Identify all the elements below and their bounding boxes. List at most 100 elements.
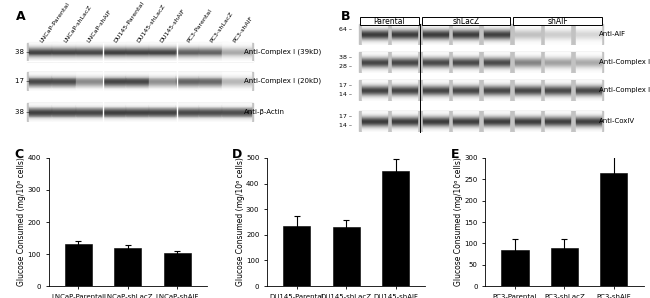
Bar <box>545 119 570 120</box>
Bar <box>454 126 478 127</box>
Bar <box>53 116 81 117</box>
Bar <box>393 84 417 85</box>
Bar <box>576 54 601 55</box>
Bar <box>176 55 204 56</box>
Bar <box>423 60 448 61</box>
Bar <box>149 84 177 85</box>
Bar <box>545 56 570 57</box>
Bar <box>361 24 387 25</box>
Bar <box>53 103 81 104</box>
Bar <box>199 75 228 77</box>
Bar <box>199 103 228 104</box>
Bar <box>361 62 387 63</box>
Bar <box>484 81 509 82</box>
Bar <box>454 33 478 34</box>
Bar <box>222 73 251 74</box>
Bar <box>576 30 601 31</box>
Bar <box>361 52 387 53</box>
Bar <box>454 125 478 126</box>
Bar <box>361 95 387 96</box>
Bar <box>53 83 81 84</box>
Bar <box>222 109 251 110</box>
Bar <box>393 68 417 69</box>
Bar <box>222 48 251 49</box>
Bar <box>545 65 570 66</box>
Bar <box>176 72 204 73</box>
Bar <box>545 68 570 69</box>
Bar <box>515 43 540 44</box>
Bar <box>393 36 417 37</box>
Bar <box>576 42 601 43</box>
Bar <box>454 28 478 29</box>
Bar <box>545 57 570 58</box>
Text: Anti-Complex I (39kD): Anti-Complex I (39kD) <box>599 59 650 66</box>
Bar <box>149 89 177 90</box>
Bar <box>149 45 177 46</box>
Bar <box>222 54 251 55</box>
Bar <box>484 91 509 92</box>
Bar <box>149 113 177 114</box>
Bar <box>514 17 602 25</box>
Bar <box>222 45 251 46</box>
Bar <box>361 99 387 100</box>
Bar <box>515 64 540 65</box>
Bar <box>359 24 603 44</box>
Bar <box>29 45 58 46</box>
Bar <box>361 59 387 60</box>
Bar <box>545 81 570 82</box>
Bar <box>393 41 417 42</box>
Bar <box>515 68 540 69</box>
Bar <box>484 89 509 90</box>
Bar <box>29 106 58 107</box>
Bar <box>423 32 448 33</box>
Bar <box>199 80 228 81</box>
Bar <box>125 119 154 120</box>
Bar <box>393 60 417 61</box>
Bar <box>75 49 104 50</box>
Bar <box>515 63 540 64</box>
Bar <box>164 253 191 286</box>
Bar <box>176 74 204 76</box>
Bar <box>53 58 81 59</box>
Bar <box>423 64 448 65</box>
Bar <box>515 56 540 57</box>
Bar <box>393 90 417 91</box>
Bar <box>515 34 540 35</box>
Bar <box>103 44 131 45</box>
Bar <box>125 56 154 57</box>
Bar <box>149 117 177 118</box>
Bar <box>149 73 177 74</box>
Bar <box>423 94 448 95</box>
Bar <box>103 83 131 84</box>
Bar <box>75 46 104 47</box>
Bar <box>149 120 177 121</box>
Bar <box>103 87 131 88</box>
Bar <box>103 45 131 46</box>
Bar <box>545 62 570 63</box>
Bar <box>176 48 204 49</box>
Bar <box>423 41 448 42</box>
Bar <box>576 129 601 130</box>
Bar <box>75 75 104 77</box>
Bar <box>176 119 204 120</box>
Bar <box>576 26 601 27</box>
Bar <box>423 95 448 96</box>
Bar <box>222 44 251 45</box>
Bar <box>393 85 417 86</box>
Bar <box>576 113 601 114</box>
Bar <box>515 58 540 59</box>
Bar <box>454 83 478 84</box>
Bar <box>454 95 478 96</box>
Bar <box>423 84 448 85</box>
Bar <box>29 115 58 117</box>
Bar <box>75 89 104 90</box>
Bar <box>149 78 177 79</box>
Bar <box>484 42 509 43</box>
Bar <box>75 86 104 87</box>
Bar <box>149 107 177 108</box>
Bar <box>484 69 509 70</box>
Bar <box>75 78 104 79</box>
Bar <box>423 68 448 69</box>
Text: DU145-shLacZ: DU145-shLacZ <box>136 4 166 44</box>
Bar <box>423 82 448 83</box>
